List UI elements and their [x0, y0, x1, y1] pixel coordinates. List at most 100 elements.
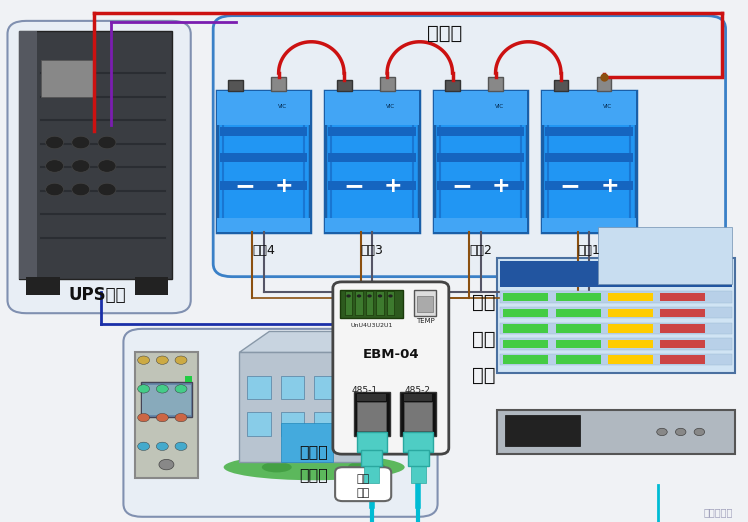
Bar — [361, 450, 382, 466]
Bar — [357, 432, 387, 452]
Bar — [545, 181, 633, 190]
Bar — [403, 432, 433, 452]
Text: −: − — [560, 174, 581, 198]
Bar — [556, 293, 601, 301]
Bar — [337, 80, 352, 91]
Bar — [26, 277, 60, 295]
Text: 电池2: 电池2 — [469, 244, 492, 257]
Bar — [434, 91, 527, 232]
Bar — [141, 383, 192, 418]
Circle shape — [138, 385, 150, 393]
Bar — [217, 218, 310, 232]
Bar — [503, 340, 548, 348]
Text: 系统: 系统 — [472, 366, 496, 385]
Bar — [220, 127, 307, 136]
Text: 电池4: 电池4 — [252, 244, 275, 257]
Bar — [445, 80, 460, 91]
Text: 监测: 监测 — [472, 330, 496, 349]
Bar — [325, 218, 419, 232]
Bar — [328, 181, 416, 190]
Text: 下一: 下一 — [357, 474, 370, 484]
Circle shape — [657, 428, 667, 435]
Bar — [354, 392, 390, 436]
Bar — [19, 31, 37, 279]
Bar — [434, 91, 527, 125]
Circle shape — [98, 136, 116, 149]
FancyBboxPatch shape — [123, 329, 438, 517]
Bar — [314, 376, 338, 399]
Circle shape — [46, 160, 64, 172]
Bar — [437, 181, 524, 190]
Bar — [340, 290, 403, 318]
Bar — [374, 373, 389, 394]
Bar — [325, 91, 419, 125]
Bar — [374, 410, 389, 431]
Circle shape — [138, 413, 150, 422]
Ellipse shape — [262, 462, 292, 472]
Circle shape — [72, 136, 90, 149]
Bar — [358, 402, 386, 431]
Bar — [19, 31, 172, 279]
Text: VIC: VIC — [278, 104, 287, 109]
Bar — [500, 261, 732, 287]
Circle shape — [156, 413, 168, 422]
Bar — [503, 293, 548, 301]
Bar — [314, 412, 338, 436]
Text: 485-1: 485-1 — [351, 386, 377, 395]
Circle shape — [98, 183, 116, 196]
Bar — [660, 293, 705, 301]
Bar — [434, 218, 527, 232]
Bar — [355, 291, 363, 315]
Bar — [554, 80, 568, 91]
Bar — [503, 324, 548, 333]
Text: TEMP: TEMP — [416, 318, 435, 324]
Bar — [500, 307, 732, 318]
Text: −: − — [234, 174, 256, 198]
Bar — [503, 355, 548, 364]
Bar — [239, 352, 367, 462]
Text: 电子发烧友: 电子发烧友 — [704, 507, 733, 517]
Bar — [185, 376, 192, 383]
Circle shape — [175, 356, 187, 364]
Bar — [417, 296, 434, 312]
Bar — [542, 91, 636, 232]
Circle shape — [46, 183, 64, 196]
Text: +: + — [384, 176, 402, 196]
Circle shape — [159, 459, 174, 470]
Bar — [440, 96, 521, 228]
Bar — [271, 77, 286, 91]
Text: UPS电源: UPS电源 — [68, 286, 126, 304]
Bar — [556, 309, 601, 317]
FancyBboxPatch shape — [213, 16, 726, 277]
Bar — [217, 91, 310, 125]
Bar — [379, 77, 395, 91]
Text: −: − — [343, 174, 364, 198]
Text: 电池3: 电池3 — [361, 244, 384, 257]
Bar — [556, 324, 601, 333]
Circle shape — [156, 356, 168, 364]
Circle shape — [175, 413, 187, 422]
Bar — [247, 376, 271, 399]
Bar — [608, 324, 653, 333]
Bar — [660, 355, 705, 364]
FancyBboxPatch shape — [333, 282, 449, 454]
Bar — [358, 394, 386, 401]
Bar — [366, 291, 373, 315]
Text: VIC: VIC — [603, 104, 613, 109]
Bar — [497, 258, 735, 373]
Bar — [505, 415, 580, 446]
Circle shape — [156, 442, 168, 450]
Bar — [542, 218, 636, 232]
Bar — [142, 385, 191, 415]
Bar — [280, 412, 304, 436]
Bar — [437, 127, 524, 136]
Bar — [437, 152, 524, 162]
Bar — [411, 465, 426, 483]
Bar — [548, 96, 630, 228]
Bar — [135, 277, 168, 295]
Polygon shape — [367, 331, 396, 462]
Circle shape — [72, 183, 90, 196]
Bar — [280, 423, 333, 462]
Bar — [608, 293, 653, 301]
Text: 电池: 电池 — [472, 293, 496, 312]
